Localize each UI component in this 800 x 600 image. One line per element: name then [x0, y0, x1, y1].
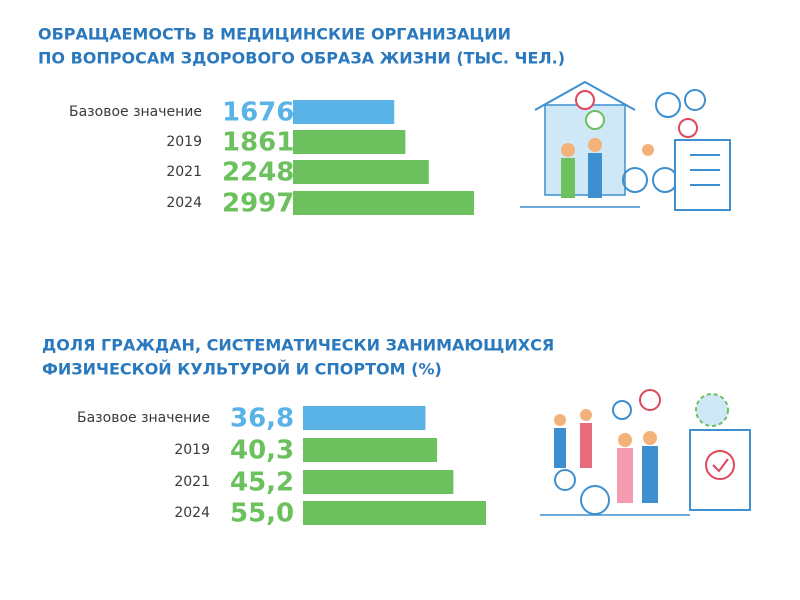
bar [293, 130, 406, 154]
chart-title: ДОЛЯ ГРАЖДАН, СИСТЕМАТИЧЕСКИ ЗАНИМАЮЩИХС… [42, 336, 554, 355]
category-label: 2021 [166, 164, 202, 180]
health-illustration [520, 80, 731, 211]
chart-title: ПО ВОПРОСАМ ЗДОРОВОГО ОБРАЗА ЖИЗНИ (ТЫС.… [38, 49, 565, 68]
category-label: 2021 [174, 474, 210, 490]
sport-illustration [540, 389, 751, 516]
bar [303, 470, 454, 494]
bar [293, 191, 474, 215]
value-label: 55,0 [230, 499, 294, 529]
category-label: 2024 [166, 195, 202, 211]
value-label: 2997 [222, 189, 294, 219]
category-label: Базовое значение [69, 104, 202, 120]
chart-title: ФИЗИЧЕСКОЙ КУЛЬТУРОЙ И СПОРТОМ (%) [42, 360, 442, 379]
category-label: 2019 [166, 134, 202, 150]
bar [303, 501, 486, 525]
bar [293, 100, 395, 124]
value-label: 36,8 [230, 404, 294, 434]
category-label: 2024 [174, 505, 210, 521]
bar [293, 160, 429, 184]
bar [303, 438, 438, 462]
category-label: 2019 [174, 442, 210, 458]
value-label: 45,2 [230, 468, 294, 498]
value-label: 1676 [222, 98, 294, 128]
value-label: 40,3 [230, 436, 294, 466]
value-label: 2248 [222, 158, 294, 188]
value-label: 1861 [222, 128, 294, 158]
category-label: Базовое значение [77, 410, 210, 426]
bar [303, 406, 426, 430]
chart-title: ОБРАЩАЕМОСТЬ В МЕДИЦИНСКИЕ ОРГАНИЗАЦИИ [38, 25, 511, 44]
